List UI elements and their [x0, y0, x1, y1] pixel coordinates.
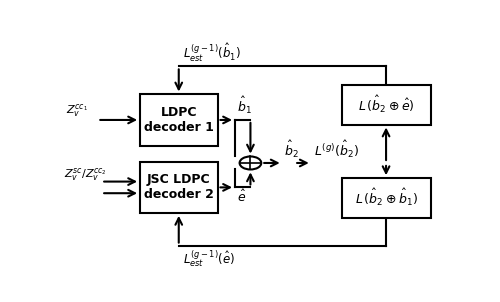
Text: $\hat{b}_1$: $\hat{b}_1$: [237, 95, 252, 117]
Bar: [140, 162, 218, 213]
Bar: [342, 178, 430, 218]
Text: $\hat{e}$: $\hat{e}$: [237, 188, 246, 205]
Bar: [342, 85, 430, 125]
Text: $L\,(\hat{b}_2\oplus \hat{b}_1)$: $L\,(\hat{b}_2\oplus \hat{b}_1)$: [354, 187, 418, 208]
Text: JSC LDPC
decoder 2: JSC LDPC decoder 2: [144, 173, 214, 201]
Text: LDPC
decoder 1: LDPC decoder 1: [144, 106, 214, 134]
Text: $L^{(g)}(\hat{b}_2)$: $L^{(g)}(\hat{b}_2)$: [314, 139, 359, 160]
Text: $Z_v^{sc}/Z_v^{cc_2}$: $Z_v^{sc}/Z_v^{cc_2}$: [64, 166, 108, 183]
Text: $L_{est}^{(g-1)}(\hat{b}_1)$: $L_{est}^{(g-1)}(\hat{b}_1)$: [182, 42, 240, 64]
Text: $\hat{b}_2$: $\hat{b}_2$: [284, 139, 298, 160]
Text: $Z_v^{cc_1}$: $Z_v^{cc_1}$: [66, 102, 88, 119]
Bar: [140, 94, 218, 146]
Text: $L_{est}^{(g-1)}(\hat{e})$: $L_{est}^{(g-1)}(\hat{e})$: [182, 248, 235, 269]
Text: $L\,(\hat{b}_2\oplus \hat{e})$: $L\,(\hat{b}_2\oplus \hat{e})$: [358, 94, 414, 115]
Circle shape: [240, 156, 262, 169]
